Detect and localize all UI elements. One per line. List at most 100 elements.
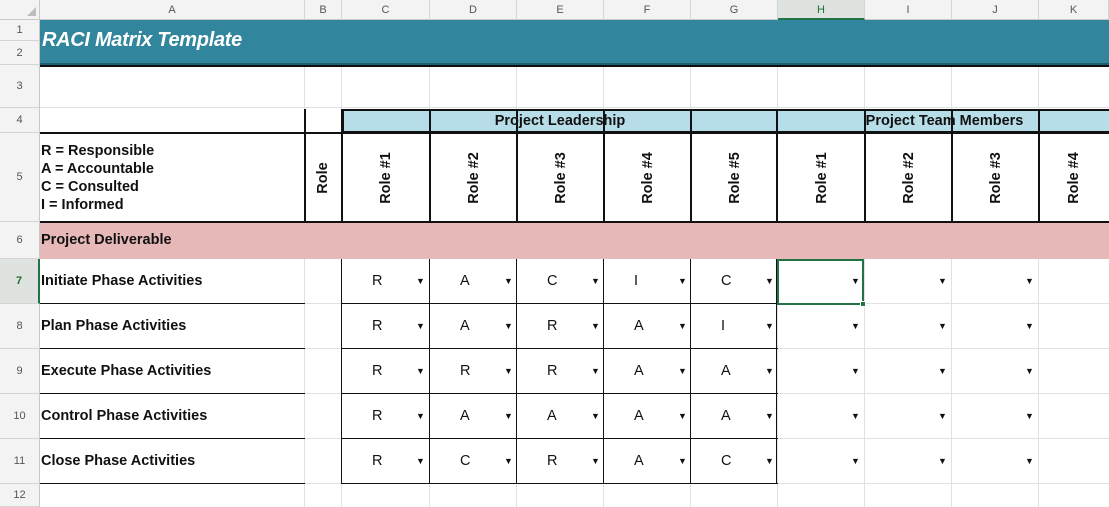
- row-header-7[interactable]: 7: [0, 259, 40, 304]
- leadership-role-header-2[interactable]: Role #2: [465, 152, 482, 204]
- dropdown-arrow-icon[interactable]: ▼: [938, 365, 947, 376]
- dropdown-arrow-icon[interactable]: ▼: [591, 275, 600, 286]
- dropdown-arrow-icon[interactable]: ▼: [1025, 455, 1034, 466]
- dropdown-arrow-icon[interactable]: ▼: [678, 455, 687, 466]
- raci-value[interactable]: I: [721, 317, 726, 334]
- dropdown-arrow-icon[interactable]: ▼: [416, 410, 425, 421]
- dropdown-arrow-icon[interactable]: ▼: [591, 410, 600, 421]
- row-header-10[interactable]: 10: [0, 394, 40, 439]
- dropdown-arrow-icon[interactable]: ▼: [1025, 275, 1034, 286]
- raci-legend[interactable]: R = Responsible A = Accountable C = Cons…: [41, 142, 154, 214]
- dropdown-arrow-icon[interactable]: ▼: [678, 365, 687, 376]
- column-header-f[interactable]: F: [604, 0, 691, 20]
- selected-cell-h7[interactable]: [777, 259, 864, 305]
- dropdown-arrow-icon[interactable]: ▼: [765, 455, 774, 466]
- row-header-12[interactable]: 12: [0, 484, 40, 507]
- dropdown-arrow-icon[interactable]: ▼: [765, 410, 774, 421]
- row-header-3[interactable]: 3: [0, 65, 40, 108]
- dropdown-arrow-icon[interactable]: ▼: [504, 275, 513, 286]
- dropdown-arrow-icon[interactable]: ▼: [416, 455, 425, 466]
- raci-value[interactable]: C: [721, 272, 732, 289]
- column-header-h[interactable]: H: [778, 0, 865, 20]
- dropdown-arrow-icon[interactable]: ▼: [1025, 365, 1034, 376]
- row-header-1[interactable]: 1: [0, 20, 40, 41]
- raci-value[interactable]: C: [721, 452, 732, 469]
- row-header-2[interactable]: 2: [0, 41, 40, 65]
- column-header-a[interactable]: A: [40, 0, 305, 20]
- dropdown-arrow-icon[interactable]: ▼: [851, 365, 860, 376]
- select-all-corner[interactable]: [0, 0, 40, 20]
- leadership-role-header-1[interactable]: Role #1: [378, 152, 394, 204]
- raci-value[interactable]: A: [634, 362, 644, 379]
- raci-value[interactable]: A: [721, 407, 731, 424]
- raci-value[interactable]: R: [372, 362, 383, 379]
- column-header-d[interactable]: D: [430, 0, 517, 20]
- raci-value[interactable]: A: [460, 317, 470, 334]
- team-role-header-4[interactable]: Role #4: [1066, 152, 1082, 204]
- raci-value[interactable]: R: [372, 317, 383, 334]
- dropdown-arrow-icon[interactable]: ▼: [765, 365, 774, 376]
- column-header-g[interactable]: G: [691, 0, 778, 20]
- dropdown-arrow-icon[interactable]: ▼: [678, 320, 687, 331]
- column-header-b[interactable]: B: [305, 0, 342, 20]
- dropdown-arrow-icon[interactable]: ▼: [504, 410, 513, 421]
- dropdown-arrow-icon[interactable]: ▼: [416, 320, 425, 331]
- dropdown-arrow-icon[interactable]: ▼: [851, 410, 860, 421]
- dropdown-arrow-icon[interactable]: ▼: [678, 275, 687, 286]
- raci-value[interactable]: I: [634, 272, 639, 289]
- row-header-9[interactable]: 9: [0, 349, 40, 394]
- group-header-project-leadership[interactable]: Project Leadership: [342, 109, 778, 133]
- dropdown-arrow-icon[interactable]: ▼: [504, 365, 513, 376]
- dropdown-arrow-icon[interactable]: ▼: [1025, 320, 1034, 331]
- fill-handle[interactable]: [860, 301, 866, 307]
- raci-value[interactable]: R: [547, 452, 558, 469]
- raci-value[interactable]: A: [721, 362, 731, 379]
- column-header-i[interactable]: I: [865, 0, 952, 20]
- dropdown-arrow-icon[interactable]: ▼: [504, 455, 513, 466]
- activity-label[interactable]: Plan Phase Activities: [41, 317, 187, 334]
- dropdown-arrow-icon[interactable]: ▼: [416, 275, 425, 286]
- group-header-project-team-members[interactable]: Project Team Members: [776, 109, 1109, 133]
- dropdown-arrow-icon[interactable]: ▼: [591, 365, 600, 376]
- team-role-header-3[interactable]: Role #3: [987, 152, 1004, 204]
- dropdown-arrow-icon[interactable]: ▼: [1025, 410, 1034, 421]
- raci-value[interactable]: R: [547, 362, 558, 379]
- dropdown-arrow-icon[interactable]: ▼: [938, 455, 947, 466]
- raci-value[interactable]: C: [460, 452, 471, 469]
- column-header-j[interactable]: J: [952, 0, 1039, 20]
- raci-value[interactable]: C: [547, 272, 558, 289]
- dropdown-arrow-icon[interactable]: ▼: [591, 320, 600, 331]
- dropdown-arrow-icon[interactable]: ▼: [416, 365, 425, 376]
- dropdown-arrow-icon[interactable]: ▼: [678, 410, 687, 421]
- column-header-e[interactable]: E: [517, 0, 604, 20]
- dropdown-arrow-icon[interactable]: ▼: [765, 275, 774, 286]
- row-header-5[interactable]: 5: [0, 133, 40, 222]
- activity-label[interactable]: Execute Phase Activities: [41, 362, 212, 379]
- raci-value[interactable]: A: [460, 272, 470, 289]
- leadership-role-header-4[interactable]: Role #4: [639, 152, 656, 204]
- activity-label[interactable]: Close Phase Activities: [41, 452, 196, 469]
- team-role-header-2[interactable]: Role #2: [900, 152, 917, 204]
- row-header-8[interactable]: 8: [0, 304, 40, 349]
- row-header-6[interactable]: 6: [0, 222, 40, 259]
- dropdown-arrow-icon[interactable]: ▼: [591, 455, 600, 466]
- dropdown-arrow-icon[interactable]: ▼: [851, 320, 860, 331]
- raci-value[interactable]: R: [460, 362, 471, 379]
- raci-value[interactable]: A: [547, 407, 557, 424]
- row-header-4[interactable]: 4: [0, 108, 40, 133]
- raci-value[interactable]: R: [372, 452, 383, 469]
- dropdown-arrow-icon[interactable]: ▼: [851, 455, 860, 466]
- team-role-header-1[interactable]: Role #1: [813, 152, 830, 204]
- raci-value[interactable]: A: [634, 317, 644, 334]
- dropdown-arrow-icon[interactable]: ▼: [938, 275, 947, 286]
- column-header-k[interactable]: K: [1039, 0, 1109, 20]
- dropdown-arrow-icon[interactable]: ▼: [765, 320, 774, 331]
- dropdown-arrow-icon[interactable]: ▼: [504, 320, 513, 331]
- dropdown-arrow-icon[interactable]: ▼: [938, 410, 947, 421]
- raci-value[interactable]: R: [372, 272, 383, 289]
- activity-label[interactable]: Control Phase Activities: [41, 407, 208, 424]
- dropdown-arrow-icon[interactable]: ▼: [851, 275, 860, 286]
- column-header-c[interactable]: C: [342, 0, 430, 20]
- leadership-role-header-3[interactable]: Role #3: [552, 152, 569, 204]
- role-column-header[interactable]: Role: [315, 162, 331, 194]
